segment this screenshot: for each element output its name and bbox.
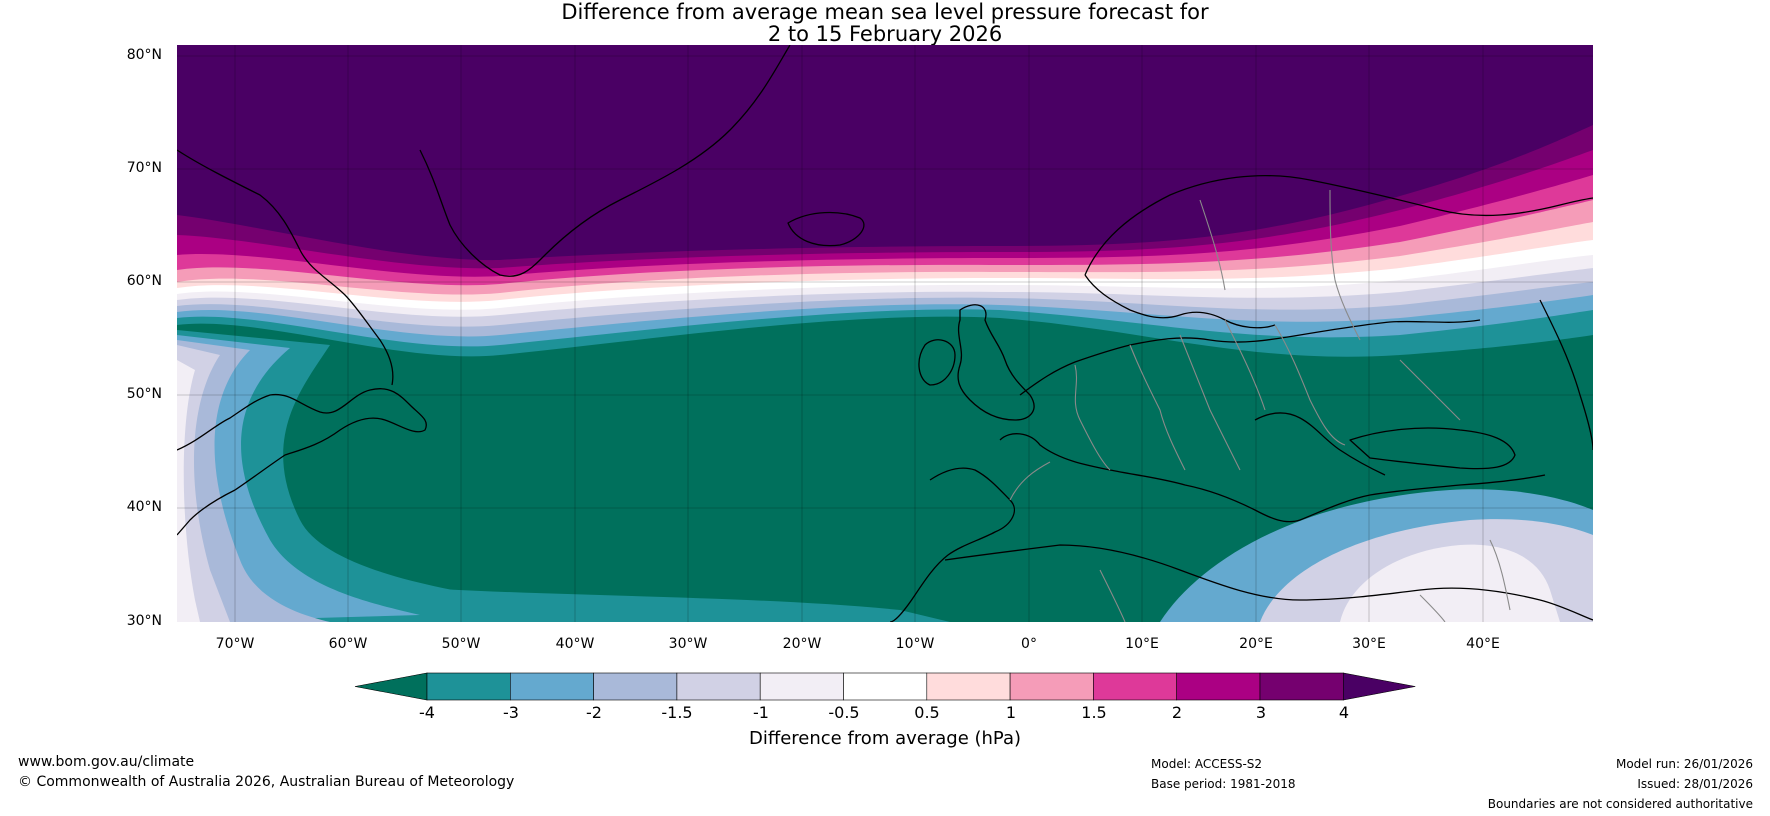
coastline-scandinavia-south [1084,274,1276,329]
map-subtitle: 2 to 15 February 2026 [767,22,1003,46]
colorbar [354,672,1416,701]
lon-label-70w: 70°W [215,636,255,652]
contour-band-4 [177,45,1593,261]
lon-label-40e: 40°E [1466,636,1500,652]
colorbar-segment [759,672,844,701]
coastline-mediterranean-north [999,433,1546,523]
border-sweden-norway [1199,199,1226,291]
footer-model: Model: ACCESS-S2 [1151,757,1263,771]
lon-label-0: 0° [1021,636,1037,652]
lon-label-60w: 60°W [328,636,368,652]
colorbar-segment [1009,672,1094,701]
colorbar-extend-low [354,672,428,701]
colorbar-title: Difference from average (hPa) [748,728,1022,749]
contour-west-3 [177,340,330,622]
lon-label-10e: 10°E [1125,636,1159,652]
coastline-caspian [1539,299,1593,451]
lon-label-30w: 30°W [668,636,708,652]
coastline-iceland [787,211,865,247]
footer-website: www.bom.gov.au/climate [18,754,195,770]
colorbar-tick-label: -1.5 [661,703,693,722]
contour-west-5 [177,360,200,622]
colorbar-segment [676,672,761,701]
border-finland-russia [1329,189,1361,341]
footer-disclaimer: Boundaries are not considered authoritat… [1487,797,1753,811]
lon-label-20w: 20°W [782,636,822,652]
map-plot-area [177,45,1593,622]
map-title: Difference from average mean sea level p… [561,0,1209,24]
lat-label-30n: 30°N [126,613,162,629]
colorbar-tick-label: -0.5 [828,703,860,722]
coastline-black-sea [1349,427,1516,470]
coastline-labrador [177,149,394,386]
border-central-europe-2 [1179,334,1241,471]
coastlines [177,45,1593,622]
colorbar-tick-label: -4 [419,703,435,722]
lon-label-20e: 20°E [1239,636,1273,652]
colorbar-segment [843,672,928,701]
contour-west-2 [177,335,420,622]
colorbar-tick-label: 3 [1255,703,1267,722]
coastline-ireland [918,339,956,386]
colorbar-segment [426,672,511,701]
lon-label-10w: 10°W [895,636,935,652]
contour-west-4 [177,345,230,622]
footer-copyright: © Commonwealth of Australia 2026, Austra… [18,774,515,790]
lat-label-80n: 80°N [126,47,162,63]
colorbar-tick-label: 1 [1005,703,1017,722]
colorbar-segment [1093,672,1178,701]
footer-model-run: Model run: 26/01/2026 [1615,757,1753,771]
border-central-europe-1 [1129,344,1186,471]
colorbar-tick-label: 2 [1171,703,1183,722]
border-france-germany [1074,364,1111,471]
border-ukraine [1274,324,1346,446]
lon-label-50w: 50°W [441,636,481,652]
lon-label-30e: 30°E [1352,636,1386,652]
coastline-iberia [889,467,1015,622]
lat-label-40n: 40°N [126,499,162,515]
lat-label-50n: 50°N [126,386,162,402]
colorbar-segment [1176,672,1261,701]
coastline-north-america [177,388,427,536]
colorbar-extend-high [1343,672,1416,701]
colorbar-segment [593,672,678,701]
border-spain-france [1009,461,1051,501]
coastline-north-europe [1019,319,1481,396]
colorbar-tick-label: 0.5 [914,703,940,722]
footer-base-period: Base period: 1981-2018 [1151,777,1296,791]
lat-label-60n: 60°N [126,273,162,289]
border-poland [1224,319,1266,411]
colorbar-tick-label: -1 [753,703,769,722]
lat-label-70n: 70°N [126,160,162,176]
border-russia-south [1399,359,1461,421]
coastline-greenland [419,45,791,277]
border-algeria-tunisia [1099,569,1126,622]
colorbar-segment [1259,672,1344,701]
map-gridlines [177,45,1593,622]
contour-west-1 [177,330,600,622]
contour-south-east-3 [1340,544,1560,622]
colorbar-segment [926,672,1011,701]
colorbar-tick-label: 1.5 [1081,703,1107,722]
country-borders [1009,189,1511,622]
colorbar-tick-label: -3 [503,703,519,722]
colorbar-tick-label: -2 [586,703,602,722]
colorbar-segment [509,672,594,701]
coastline-north-africa [944,544,1593,621]
coastline-italy [1254,412,1386,476]
lon-label-40w: 40°W [555,636,595,652]
colorbar-tick-label: 4 [1338,703,1350,722]
footer-issued: Issued: 28/01/2026 [1637,777,1753,791]
coastline-great-britain [957,304,1035,421]
border-egypt [1419,594,1446,622]
coastline-scandinavia-north [1084,174,1593,276]
border-middle-east [1489,539,1511,611]
